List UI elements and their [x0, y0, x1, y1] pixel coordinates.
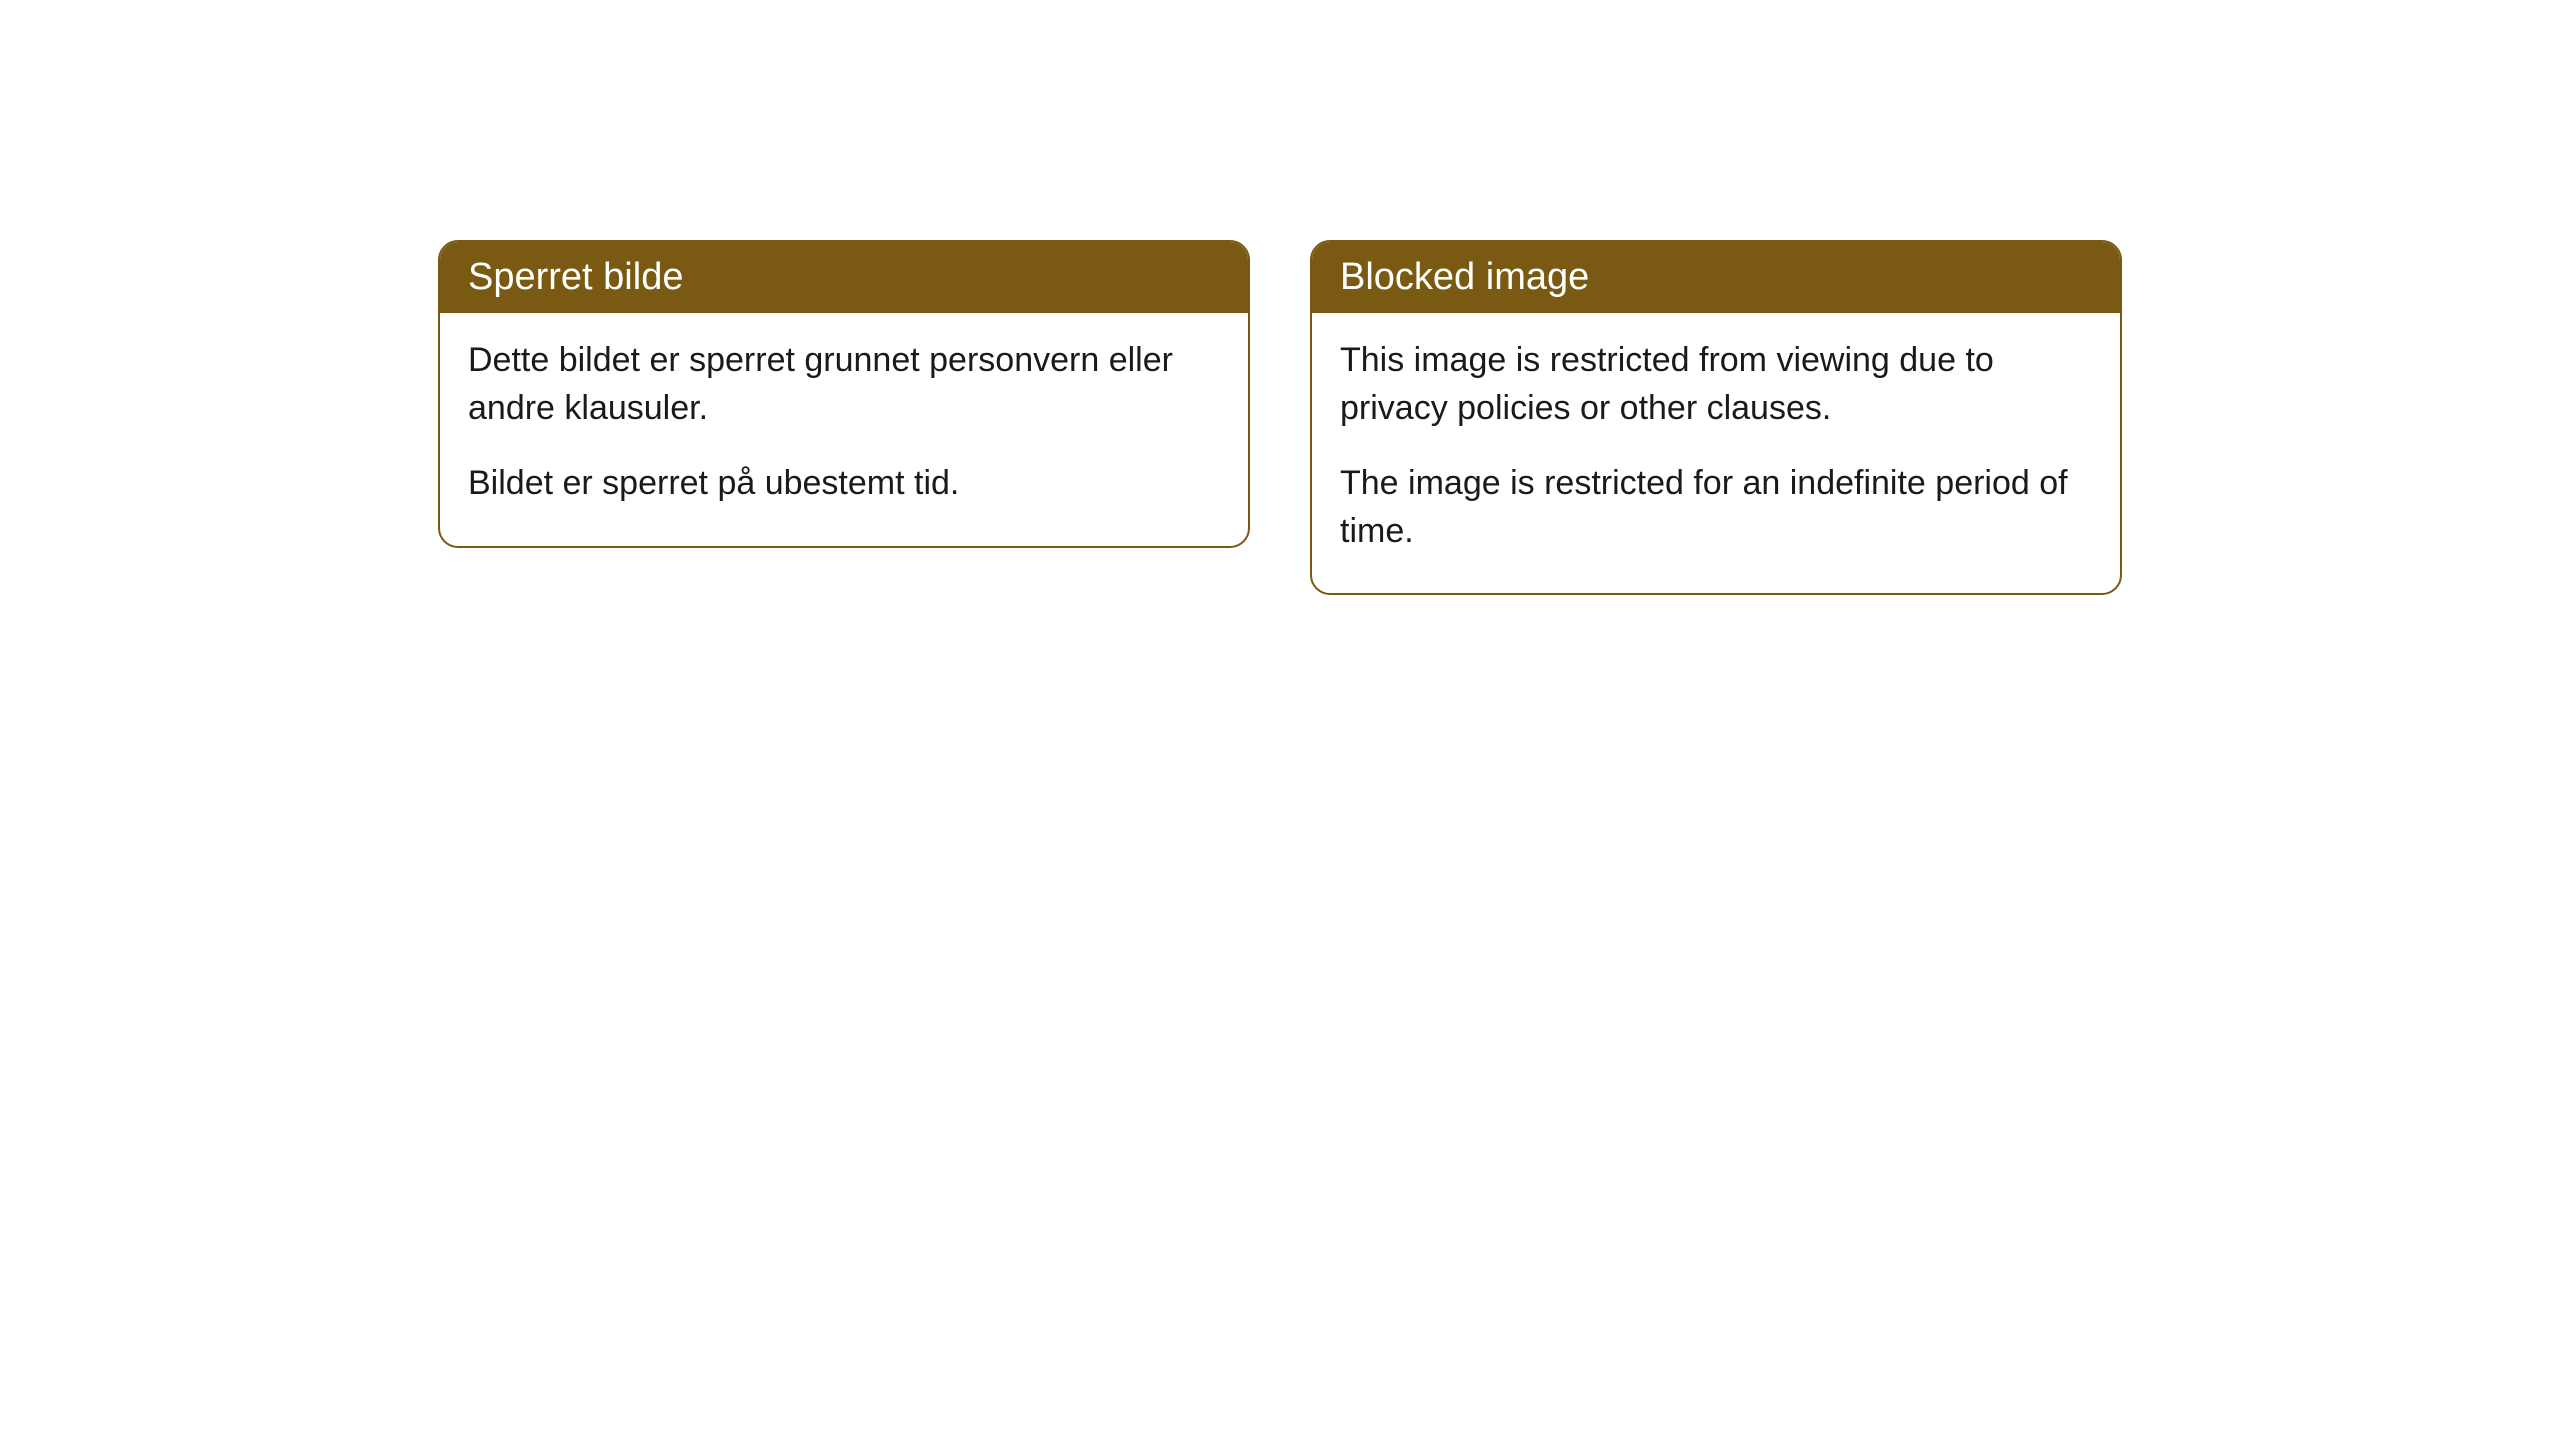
- card-title-english: Blocked image: [1340, 256, 1589, 298]
- card-body-norwegian: Dette bildet er sperret grunnet personve…: [440, 313, 1248, 546]
- card-paragraph-2-english: The image is restricted for an indefinit…: [1340, 460, 2092, 555]
- blocked-image-card-norwegian: Sperret bilde Dette bildet er sperret gr…: [438, 240, 1250, 548]
- notice-cards-container: Sperret bilde Dette bildet er sperret gr…: [438, 240, 2122, 1440]
- card-paragraph-1-norwegian: Dette bildet er sperret grunnet personve…: [468, 337, 1220, 432]
- card-header-english: Blocked image: [1312, 242, 2120, 313]
- card-title-norwegian: Sperret bilde: [468, 256, 683, 298]
- card-header-norwegian: Sperret bilde: [440, 242, 1248, 313]
- card-paragraph-1-english: This image is restricted from viewing du…: [1340, 337, 2092, 432]
- card-paragraph-2-norwegian: Bildet er sperret på ubestemt tid.: [468, 460, 1220, 508]
- blocked-image-card-english: Blocked image This image is restricted f…: [1310, 240, 2122, 595]
- card-body-english: This image is restricted from viewing du…: [1312, 313, 2120, 593]
